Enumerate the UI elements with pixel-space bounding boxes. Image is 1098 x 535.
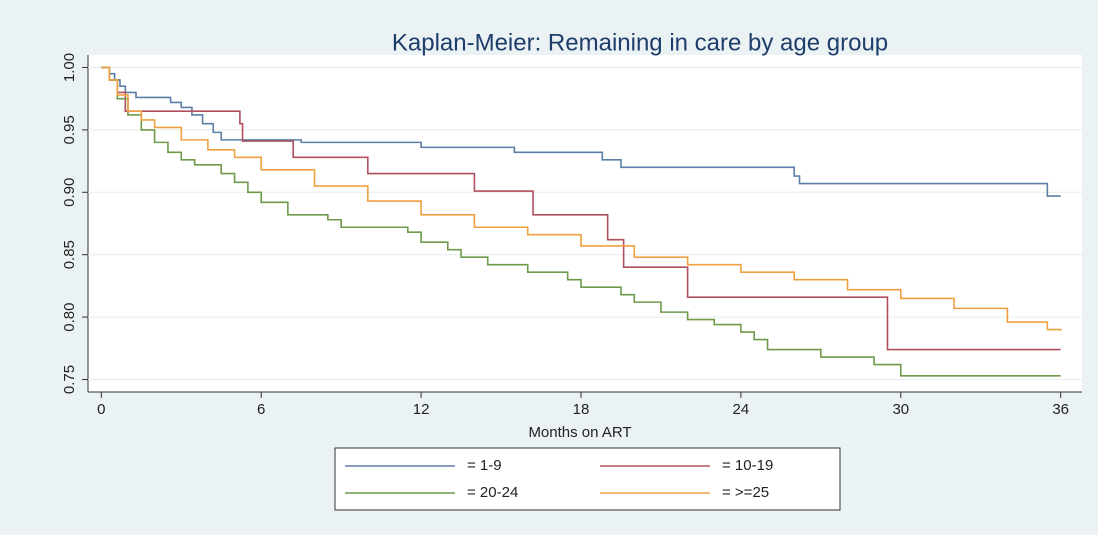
- y-tick-label: 0.95: [61, 115, 78, 144]
- legend-label: = >=25: [722, 484, 769, 501]
- legend-label: = 10-19: [722, 457, 773, 474]
- km-curve: [101, 66, 1062, 331]
- km-curve: [101, 66, 1061, 351]
- y-tick-label: 0.80: [61, 303, 78, 332]
- x-tick-label: 18: [573, 401, 590, 418]
- x-axis-label: Months on ART: [528, 424, 631, 441]
- x-tick-label: 12: [413, 401, 430, 418]
- chart-title: Kaplan-Meier: Remaining in care by age g…: [392, 29, 888, 56]
- x-tick-label: 6: [257, 401, 265, 418]
- legend-label: = 20-24: [467, 484, 518, 501]
- x-tick-label: 36: [1052, 401, 1069, 418]
- x-tick-label: 30: [892, 401, 909, 418]
- legend-label: = 1-9: [467, 457, 502, 474]
- km-curve: [101, 66, 1061, 377]
- y-tick-label: 1.00: [61, 53, 78, 82]
- legend: [334, 447, 841, 511]
- plot-area: [88, 55, 1082, 392]
- x-tick-label: 24: [733, 401, 750, 418]
- km-curve: [101, 66, 1061, 197]
- y-tick-label: 0.90: [61, 178, 78, 207]
- x-tick-label: 0: [97, 401, 105, 418]
- y-tick-label: 0.75: [61, 365, 78, 394]
- y-tick-label: 0.85: [61, 240, 78, 269]
